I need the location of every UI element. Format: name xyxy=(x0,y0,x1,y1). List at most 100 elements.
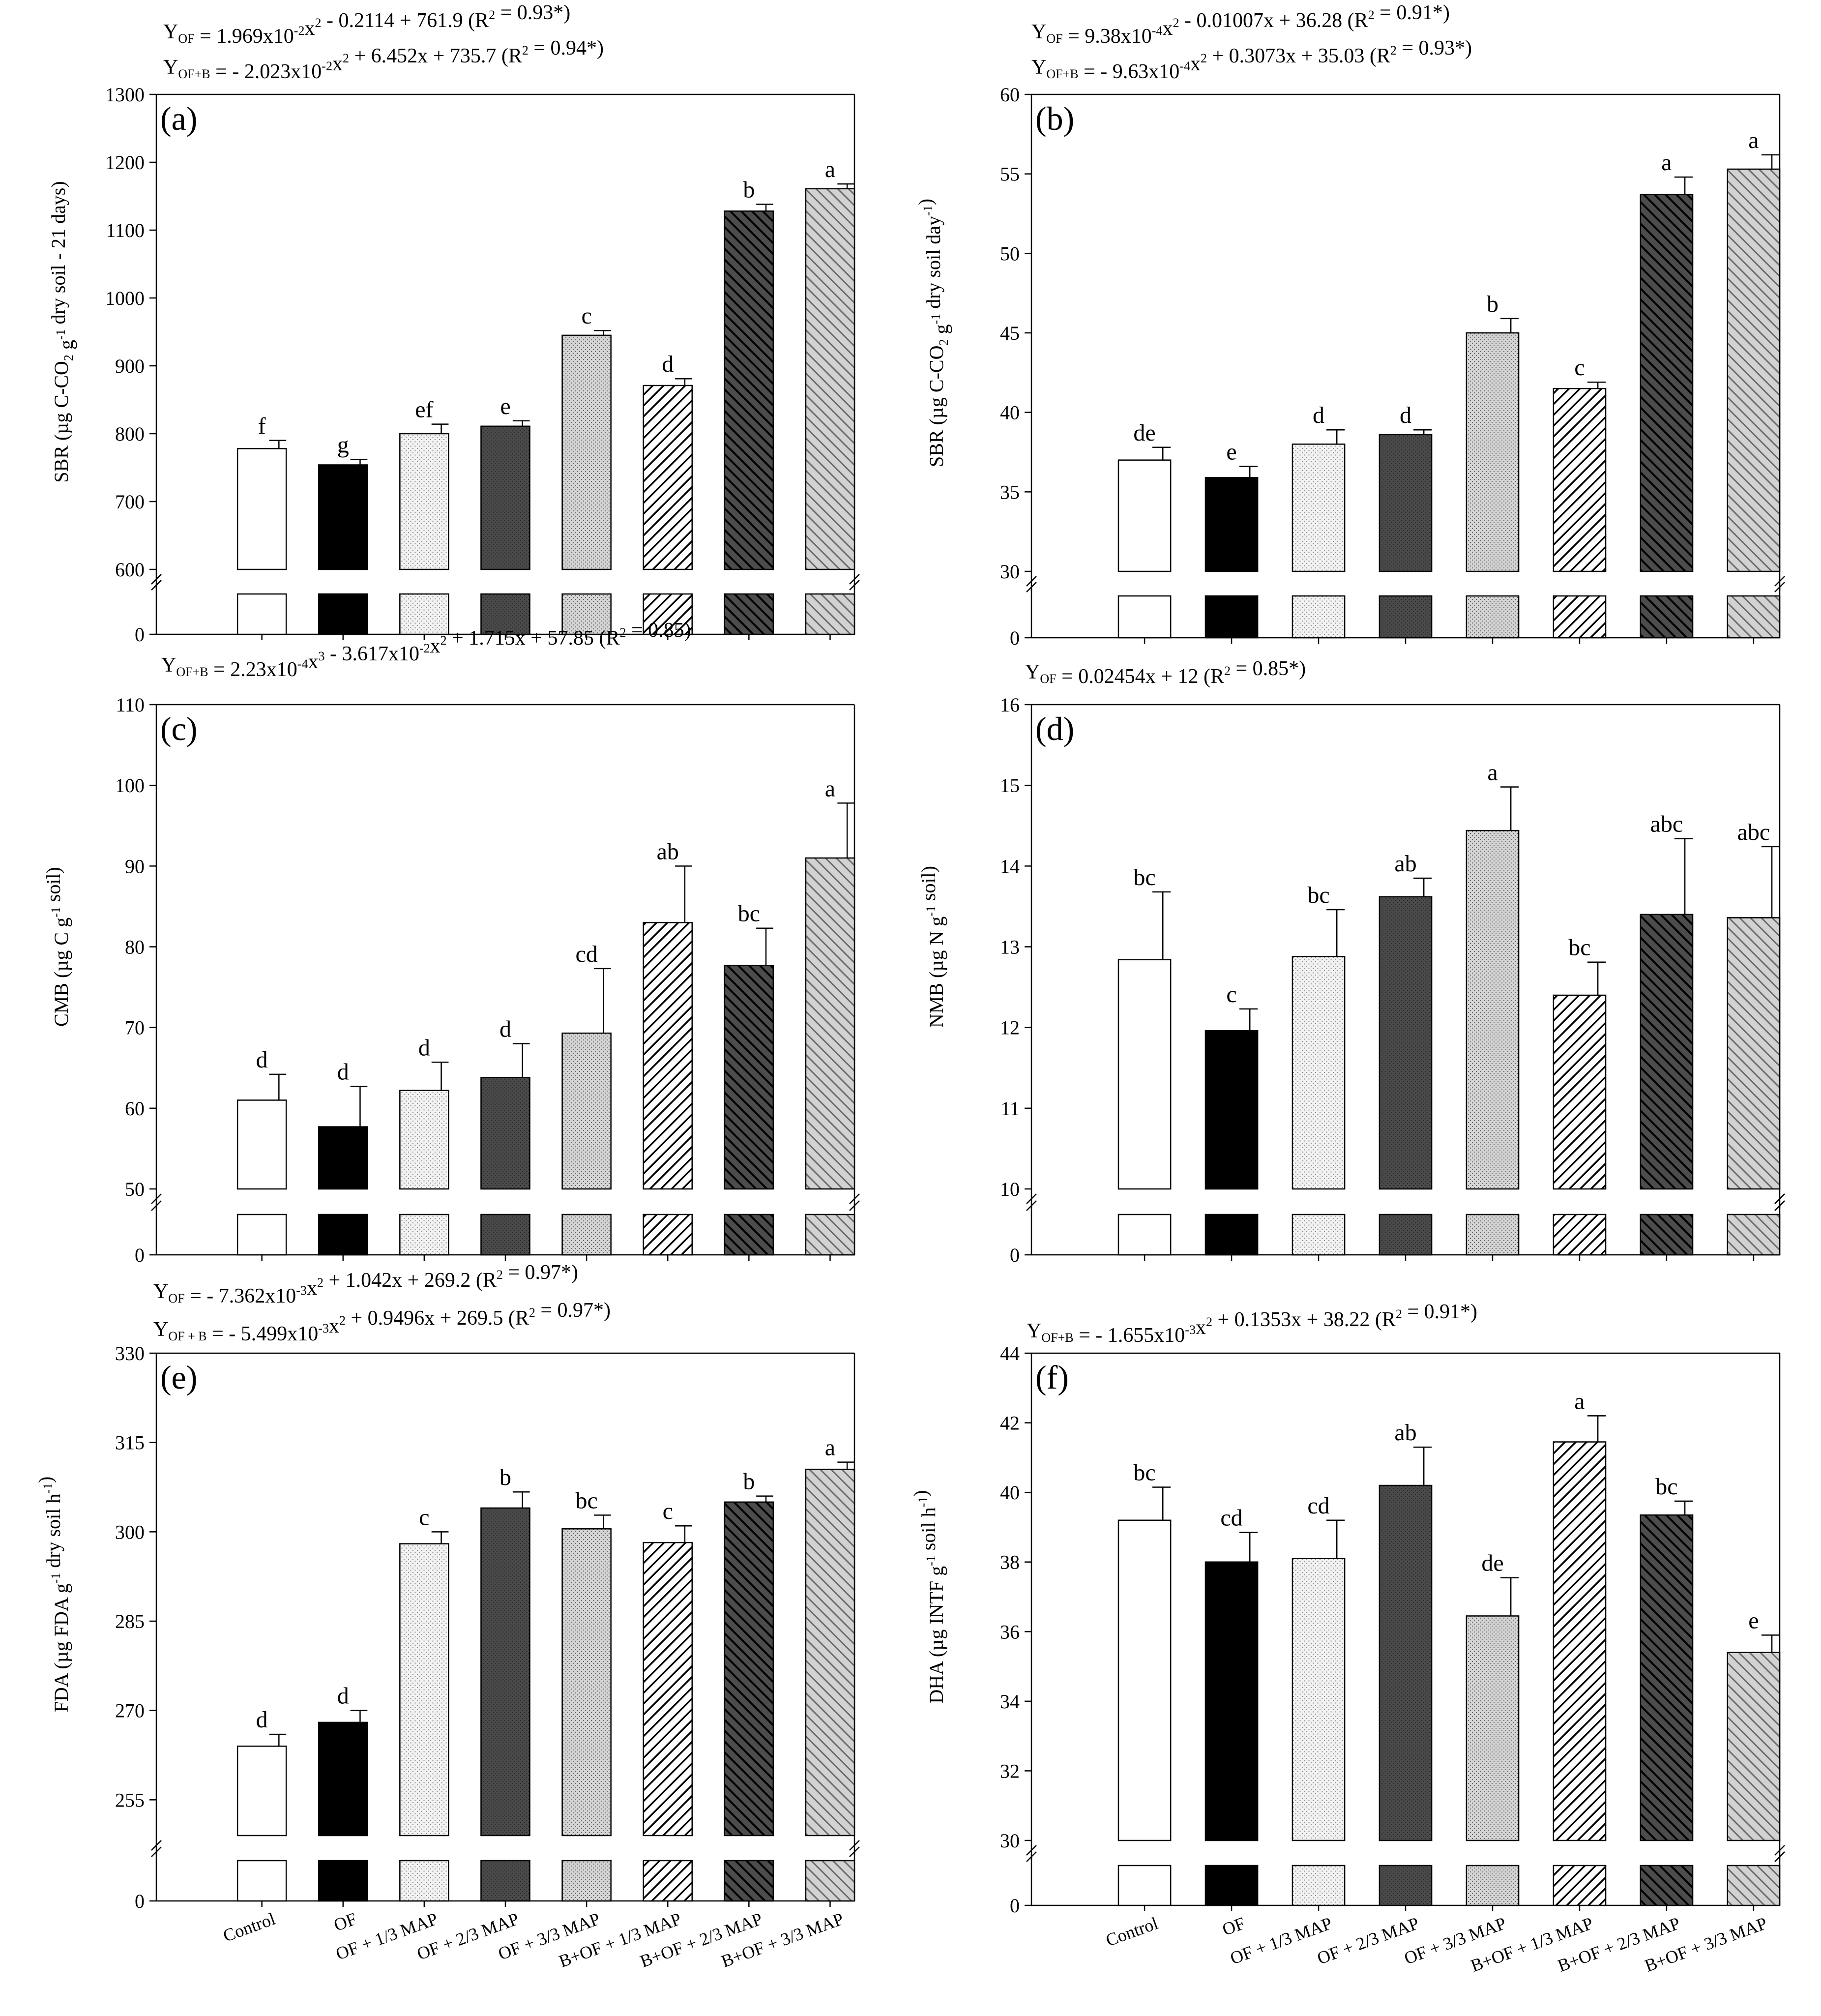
significance-letter: b xyxy=(743,1469,755,1495)
significance-letter: ab xyxy=(657,838,679,864)
y-tick-label: 1300 xyxy=(105,84,145,106)
bar-base-2 xyxy=(1204,1214,1259,1256)
significance-letter: d xyxy=(662,351,674,377)
significance-letter: c xyxy=(581,303,591,329)
chart-panel-d: YOF = 0.02454x + 12 (R2 = 0.85*) 10 11 12 13… xyxy=(917,657,1785,1266)
significance-letter: b xyxy=(1487,291,1498,317)
y-tick-label: 32 xyxy=(1000,1760,1020,1782)
y-tick-label: 14 xyxy=(1000,855,1020,877)
regression-equation: YOF+B = - 9.63x10-4x2 + 0.3073x + 35.03 … xyxy=(1031,37,1472,83)
axis-break-mark xyxy=(151,1846,162,1857)
y-tick-label: 60 xyxy=(125,1097,145,1120)
significance-letter: d xyxy=(256,1707,268,1733)
chart-panel-f: YOF+B = - 1.655x10-3x2 + 0.1353x + 38.22… xyxy=(910,1301,1785,1976)
axis-break-mark xyxy=(151,580,162,591)
bar-5 xyxy=(561,334,612,570)
axis-break-mark xyxy=(849,1846,860,1857)
bar-base-8 xyxy=(1727,1865,1781,1906)
y-tick-label: 110 xyxy=(116,694,145,716)
bar-base-3 xyxy=(399,593,449,635)
bar-5 xyxy=(561,1032,612,1190)
significance-letter: e xyxy=(1226,439,1236,465)
y-tick-label: 16 xyxy=(1000,694,1020,716)
bar-base-7 xyxy=(724,1214,774,1256)
x-category-label: OF xyxy=(1220,1913,1248,1939)
bar-6 xyxy=(643,922,693,1190)
y-tick-label-zero: 0 xyxy=(135,1890,145,1912)
significance-letter: d xyxy=(256,1047,268,1073)
significance-letter: d xyxy=(1313,402,1324,428)
bar-base-5 xyxy=(1466,1214,1520,1256)
bar-3 xyxy=(1292,1558,1346,1841)
significance-letter: bc xyxy=(575,1487,597,1513)
bar-3 xyxy=(399,1543,449,1837)
y-tick-label: 12 xyxy=(1000,1017,1020,1039)
bar-5 xyxy=(1466,332,1520,572)
significance-letter: ab xyxy=(1394,851,1416,877)
axis-break-mark xyxy=(151,1840,162,1851)
y-tick-label: 60 xyxy=(1000,84,1020,106)
bar-base-2 xyxy=(318,593,368,635)
bar-2 xyxy=(318,464,368,570)
regression-equation: YOF = 0.02454x + 12 (R2 = 0.85*) xyxy=(1025,657,1306,688)
bar-4 xyxy=(480,425,530,570)
bar-5 xyxy=(1466,830,1520,1190)
bar-base-2 xyxy=(318,1214,368,1256)
significance-letter: de xyxy=(1481,1550,1503,1576)
y-tick-label: 330 xyxy=(115,1342,145,1364)
regression-equation: YOF = - 7.362x10-3x2 + 1.042x + 269.2 (R… xyxy=(153,1261,578,1307)
significance-letter: cd xyxy=(1307,1493,1329,1519)
y-axis-label: CMB (µg C g-1 soil) xyxy=(42,867,72,1027)
y-tick-label: 255 xyxy=(115,1789,145,1811)
y-tick-label: 35 xyxy=(1000,481,1020,503)
y-tick-label: 270 xyxy=(115,1700,145,1722)
y-tick-label: 900 xyxy=(115,355,145,377)
bar-3 xyxy=(399,1090,449,1190)
y-tick-label: 70 xyxy=(125,1017,145,1039)
y-tick-label: 34 xyxy=(1000,1690,1020,1713)
bar-4 xyxy=(480,1507,530,1837)
y-tick-label: 13 xyxy=(1000,936,1020,958)
bar-base-2 xyxy=(1204,595,1259,639)
y-tick-label: 44 xyxy=(1000,1342,1020,1364)
bar-base-4 xyxy=(1379,1214,1433,1256)
y-tick-label: 90 xyxy=(125,855,145,877)
bar-7 xyxy=(1640,914,1694,1190)
significance-letter: c xyxy=(663,1498,673,1524)
bar-7 xyxy=(724,965,774,1190)
bar-6 xyxy=(643,1542,693,1837)
regression-equation: YOF + B = - 5.499x10-3x2 + 0.9496x + 269… xyxy=(153,1299,611,1345)
axis-break-mark xyxy=(1774,576,1785,587)
bar-1 xyxy=(1117,959,1172,1190)
axis-break-mark xyxy=(1026,1193,1037,1204)
y-tick-label-zero: 0 xyxy=(1010,627,1020,649)
bar-base-1 xyxy=(236,593,287,635)
bar-3 xyxy=(1292,444,1346,572)
significance-letter: cd xyxy=(1220,1505,1242,1531)
y-tick-label: 55 xyxy=(1000,163,1020,185)
bar-base-1 xyxy=(1117,595,1172,639)
axis-break-mark xyxy=(849,580,860,591)
bar-4 xyxy=(480,1077,530,1190)
axis-break-mark xyxy=(151,574,162,585)
bar-base-3 xyxy=(1292,595,1346,639)
significance-letter: bc xyxy=(1568,935,1590,961)
y-axis-label: NMB (µg N g-1 soil) xyxy=(917,866,947,1028)
axis-break-mark xyxy=(1774,1851,1785,1862)
panel-label: (d) xyxy=(1035,710,1074,747)
bar-4 xyxy=(1379,434,1433,572)
axis-break-mark xyxy=(1774,582,1785,593)
bar-base-6 xyxy=(1553,1865,1607,1906)
significance-letter: cd xyxy=(575,941,597,967)
y-tick-label: 600 xyxy=(115,559,145,581)
significance-letter: a xyxy=(1487,759,1498,785)
axis-break-mark xyxy=(1026,1851,1037,1862)
significance-letter: a xyxy=(825,156,835,182)
significance-letter: e xyxy=(500,393,510,419)
significance-letter: d xyxy=(337,1059,349,1085)
significance-letter: d xyxy=(337,1683,349,1709)
axis-break-mark xyxy=(151,1193,162,1204)
chart-panel-e: YOF = - 7.362x10-3x2 + 1.042x + 269.2 (R… xyxy=(34,1261,860,1971)
y-tick-label: 38 xyxy=(1000,1551,1020,1573)
